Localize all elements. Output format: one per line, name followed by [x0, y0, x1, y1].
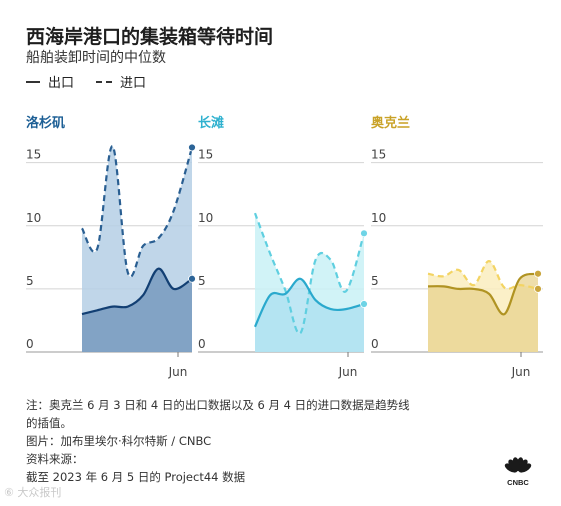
- export-line: [427, 272, 539, 316]
- export-line: [81, 267, 193, 316]
- export-area: [255, 278, 364, 352]
- footnotes: 注：奥克兰 6 月 3 日和 4 日的出口数据以及 6 月 4 日的进口数据是趋…: [26, 396, 410, 486]
- export-area: [428, 273, 538, 352]
- panel-3: 奥克兰 15 10 5 0 Jun: [371, 115, 543, 379]
- panel-2: 长滩 15 10 5 0 Jun: [198, 115, 368, 379]
- y-tick-label: 0: [198, 337, 206, 351]
- page-subtitle: 船舶装卸时间的中位数: [26, 50, 166, 66]
- panel-title: 长滩: [198, 115, 224, 131]
- y-tick-label: 0: [371, 337, 379, 351]
- panel-1: 洛杉矶 15 10 5 0 Jun: [26, 115, 196, 379]
- y-tick-label: 5: [26, 274, 34, 288]
- y-tick-label: 15: [26, 148, 41, 162]
- watermark: ⑥ 大众报刊: [4, 486, 62, 499]
- legend-solid-swatch: [26, 80, 40, 83]
- x-tick-label: Jun: [168, 365, 188, 379]
- y-tick-label: 10: [371, 211, 386, 225]
- y-tick-label: 15: [198, 148, 213, 162]
- export-area: [82, 268, 192, 352]
- source-label: 资料来源：: [26, 452, 84, 466]
- export-end-point: [534, 269, 542, 278]
- note-line-1: 注：奥克兰 6 月 3 日和 4 日的出口数据以及 6 月 4 日的进口数据是趋…: [26, 398, 410, 412]
- small-multiples-chart: 洛杉矶 15 10 5 0 Jun 长滩 15 10 5 0 Jun 奥克兰 15 10 5 0 Jun: [26, 115, 543, 379]
- y-tick-label: 5: [371, 274, 379, 288]
- cnbc-peacock-logo: CNBC: [504, 457, 532, 486]
- peacock-feather: [518, 463, 532, 473]
- import-end-point: [534, 284, 542, 293]
- export-end-point: [188, 274, 196, 283]
- y-tick-label: 15: [371, 148, 386, 162]
- export-line: [253, 277, 365, 328]
- y-tick-label: 10: [198, 211, 213, 225]
- y-tick-label: 5: [198, 274, 206, 288]
- cnbc-logo-text: CNBC: [507, 478, 529, 486]
- legend-export-label: 出口: [48, 76, 75, 91]
- panel-title: 洛杉矶: [26, 115, 65, 131]
- import-line: [253, 212, 366, 335]
- note-line-2: 的插值。: [26, 416, 72, 430]
- x-tick-label: Jun: [338, 365, 358, 379]
- x-tick-label: Jun: [511, 365, 531, 379]
- y-tick-label: 0: [26, 337, 34, 351]
- legend: 出口 进口: [26, 72, 146, 91]
- legend-dashed-swatch: [96, 80, 113, 83]
- panel-title: 奥克兰: [371, 115, 410, 131]
- import-end-point: [360, 229, 368, 238]
- y-tick-label: 10: [26, 211, 41, 225]
- credit-line: 图片：加布里埃尔·科尔特斯 / CNBC: [26, 434, 212, 448]
- page-title: 西海岸港口的集装箱等待时间: [26, 26, 274, 48]
- source-line: 截至 2023 年 6 月 5 日的 Project44 数据: [26, 470, 246, 484]
- import-end-point: [188, 143, 196, 152]
- legend-import-label: 进口: [120, 76, 147, 91]
- export-end-point: [360, 300, 368, 308]
